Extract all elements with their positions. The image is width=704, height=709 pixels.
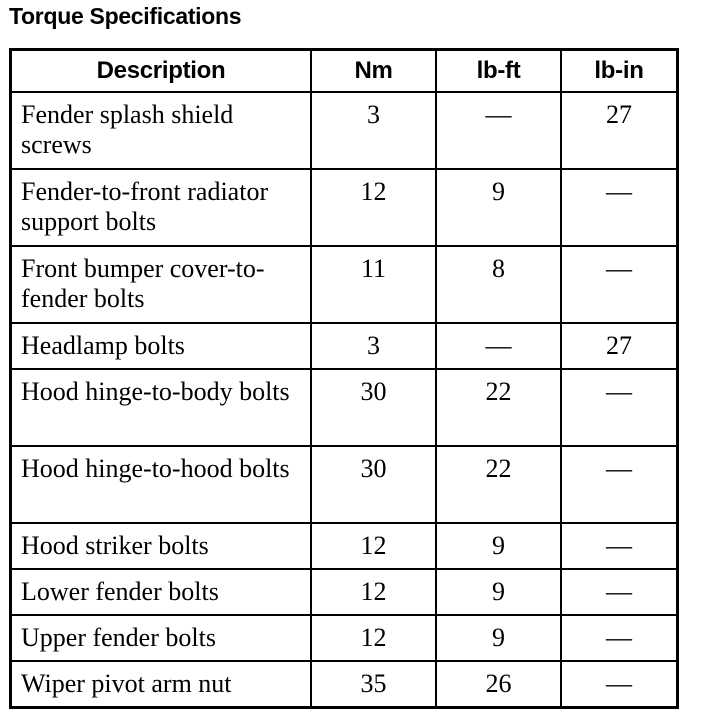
lbft-cell: 8	[435, 245, 562, 324]
table-row: Front bumper cover-to-fender bolts 11 8—	[9, 245, 679, 324]
table-row: Hood hinge-to-hood bolts 30 22—	[9, 445, 679, 524]
lbft-cell: —	[435, 91, 562, 170]
nm-cell: 11	[310, 245, 437, 324]
nm-cell: 12	[310, 168, 437, 247]
description-cell: Hood hinge-to-hood bolts	[9, 445, 312, 524]
table-row: Wiper pivot arm nut 35 26—	[9, 660, 679, 709]
description-cell: Fender-to-front radiator support bolts	[9, 168, 312, 247]
column-header-lbft: lb-ft	[435, 48, 562, 93]
table-row: Lower fender bolts 12 9—	[9, 568, 679, 616]
lbft-cell: —	[435, 322, 562, 370]
description-cell: Headlamp bolts	[9, 322, 312, 370]
header-row: Description Nm lb-ft lb-in	[9, 48, 679, 93]
lbft-cell: 22	[435, 445, 562, 524]
table-row: Upper fender bolts 12 9—	[9, 614, 679, 662]
column-header-lbin: lb-in	[560, 48, 679, 93]
nm-cell: 3	[310, 91, 437, 170]
lbft-cell: 9	[435, 614, 562, 662]
description-cell: Fender splash shield screws	[9, 91, 312, 170]
lbft-cell: 26	[435, 660, 562, 709]
description-cell: Hood hinge-to-body bolts	[9, 368, 312, 447]
nm-cell: 12	[310, 568, 437, 616]
lbin-cell: —	[560, 568, 679, 616]
description-cell: Upper fender bolts	[9, 614, 312, 662]
lbin-cell: 27	[560, 91, 679, 170]
table-row: Hood hinge-to-body bolts 30 22—	[9, 368, 679, 447]
lbft-cell: 22	[435, 368, 562, 447]
nm-cell: 30	[310, 445, 437, 524]
description-cell: Lower fender bolts	[9, 568, 312, 616]
nm-cell: 30	[310, 368, 437, 447]
lbin-cell: 27	[560, 322, 679, 370]
lbin-cell: —	[560, 168, 679, 247]
nm-cell: 12	[310, 522, 437, 570]
table-row: Fender splash shield screws 3—27	[9, 91, 679, 170]
nm-cell: 12	[310, 614, 437, 662]
lbft-cell: 9	[435, 522, 562, 570]
description-cell: Front bumper cover-to-fender bolts	[9, 245, 312, 324]
lbin-cell: —	[560, 445, 679, 524]
table-row: Hood striker bolts 12 9—	[9, 522, 679, 570]
lbin-cell: —	[560, 245, 679, 324]
description-cell: Hood striker bolts	[9, 522, 312, 570]
lbft-cell: 9	[435, 568, 562, 616]
lbft-cell: 9	[435, 168, 562, 247]
lbin-cell: —	[560, 368, 679, 447]
table-row: Fender-to-front radiator support bolts 12…	[9, 168, 679, 247]
nm-cell: 35	[310, 660, 437, 709]
lbin-cell: —	[560, 660, 679, 709]
torque-table: Description Nm lb-ft lb-in Fender splash…	[9, 48, 679, 709]
lbin-cell: —	[560, 614, 679, 662]
page-title: Torque Specifications	[9, 3, 242, 29]
table-row: Headlamp bolts 3—27	[9, 322, 679, 370]
nm-cell: 3	[310, 322, 437, 370]
description-cell: Wiper pivot arm nut	[9, 660, 312, 709]
column-header-description: Description	[9, 48, 312, 93]
column-header-nm: Nm	[310, 48, 437, 93]
lbin-cell: —	[560, 522, 679, 570]
